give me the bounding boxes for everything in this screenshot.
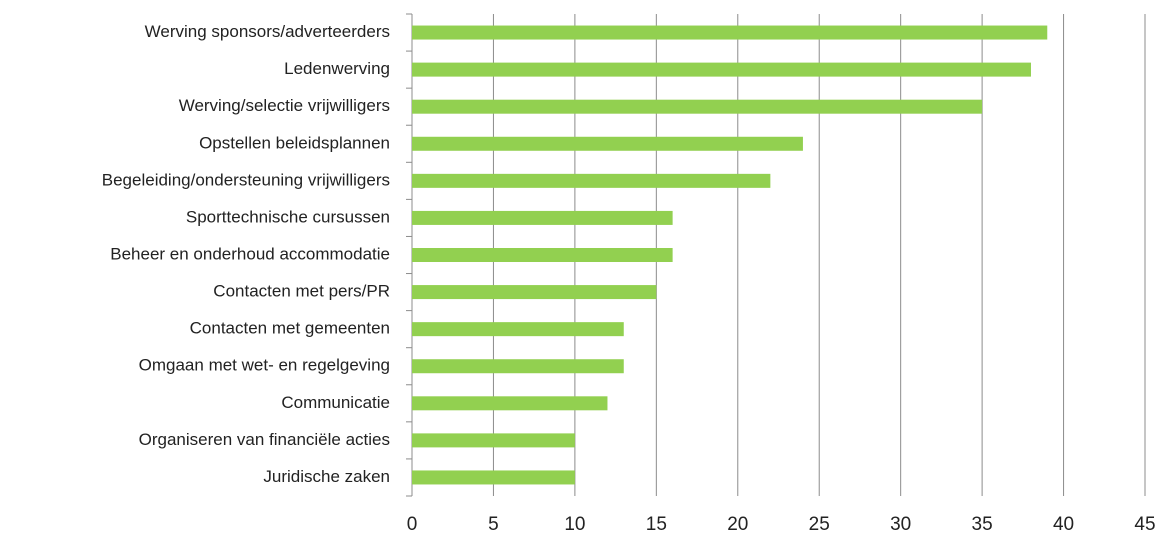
x-tick-label: 40 [1053,514,1074,535]
x-tick-label: 5 [488,514,499,535]
bar [412,396,608,411]
bar [412,210,673,225]
y-tick-label: Contacten met pers/PR [213,282,390,301]
y-tick-label: Omgaan met wet- en regelgeving [139,356,390,375]
bar [412,248,673,262]
x-tick-label: 30 [890,514,911,535]
bar [412,470,575,485]
y-tick-label: Juridische zaken [263,467,390,486]
y-tick-label: Contacten met gemeenten [190,319,390,338]
bar [412,173,771,188]
bar [412,322,624,337]
y-tick-label: Werving/selectie vrijwilligers [179,96,390,115]
bar [412,359,624,374]
bar [412,136,803,151]
y-tick-label: Ledenwerving [284,59,390,78]
x-tick-label: 0 [407,514,418,535]
x-tick-label: 15 [646,514,667,535]
bar [412,25,1048,40]
x-tick-label: 25 [809,514,830,535]
y-tick-label: Werving sponsors/adverteerders [145,22,390,41]
x-tick-label: 35 [972,514,993,535]
y-tick-label: Beheer en onderhoud accommodatie [110,244,390,263]
y-tick-label: Opstellen beleidsplannen [199,133,390,152]
y-tick-label: Organiseren van financiële acties [139,430,390,449]
y-tick-label: Begeleiding/ondersteuning vrijwilligers [102,170,390,189]
y-tick-label: Communicatie [281,393,390,412]
x-tick-label: 45 [1134,514,1155,535]
x-tick-label: 20 [727,514,748,535]
bar [412,285,657,300]
x-tick-label: 10 [564,514,585,535]
bar [412,433,575,448]
y-tick-label: Sporttechnische cursussen [186,207,390,226]
bar [412,99,983,114]
bar [412,62,1031,77]
